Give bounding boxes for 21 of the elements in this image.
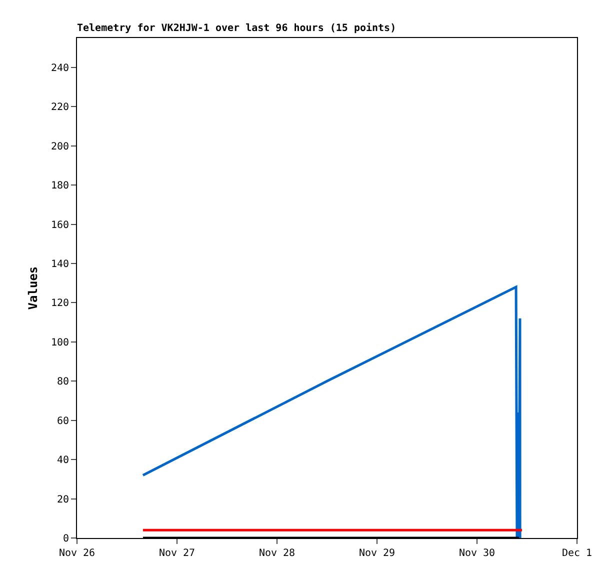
y-tick-label: 140 bbox=[50, 258, 69, 270]
y-tick-label: 240 bbox=[50, 62, 69, 74]
y-tick-label: 60 bbox=[56, 416, 69, 427]
x-tick-label: Nov 27 bbox=[158, 548, 196, 559]
y-tick-label: 220 bbox=[50, 102, 69, 114]
y-axis-title: Values bbox=[26, 266, 40, 310]
y-tick-label: 80 bbox=[56, 376, 69, 388]
y-tick-label: 40 bbox=[56, 455, 69, 466]
x-tick-label: Dec 1 bbox=[562, 548, 592, 559]
x-tick-label: Nov 29 bbox=[358, 548, 396, 559]
chart-title: Telemetry for VK2HJW-1 over last 96 hours (15 points) bbox=[77, 22, 396, 34]
y-tick-label: 0 bbox=[62, 534, 69, 544]
x-tick-label: Nov 26 bbox=[58, 548, 96, 559]
y-tick-label: 180 bbox=[50, 180, 69, 192]
y-tick-label: 120 bbox=[50, 298, 69, 310]
y-tick-label: 160 bbox=[50, 220, 69, 231]
y-tick-label: 20 bbox=[56, 494, 69, 506]
y-tick-label: 200 bbox=[50, 141, 69, 152]
y-tick-label: 100 bbox=[50, 337, 69, 348]
x-tick-label: Nov 30 bbox=[458, 548, 496, 559]
x-tick-label: Nov 28 bbox=[258, 548, 296, 559]
